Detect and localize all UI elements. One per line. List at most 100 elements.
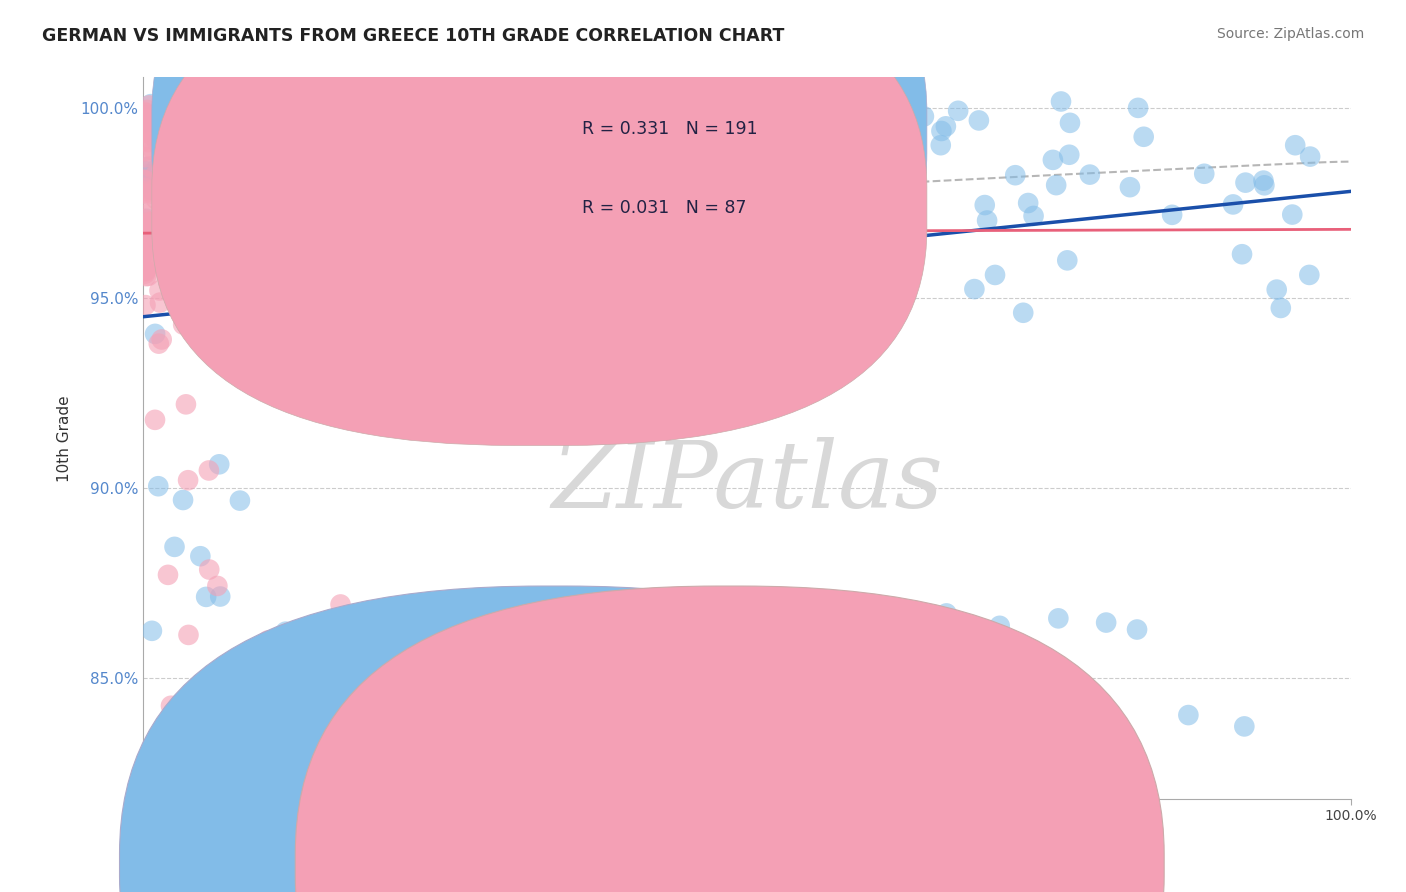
Point bbox=[530, 168, 553, 182]
Point bbox=[134, 112, 156, 126]
Point bbox=[141, 128, 163, 142]
Point bbox=[1022, 209, 1045, 223]
Point bbox=[298, 141, 321, 155]
Point bbox=[152, 219, 174, 234]
Point bbox=[134, 264, 156, 278]
Point bbox=[174, 397, 197, 411]
Point bbox=[153, 114, 176, 128]
Point bbox=[676, 220, 699, 235]
Point bbox=[195, 121, 218, 136]
FancyBboxPatch shape bbox=[152, 0, 927, 445]
Point bbox=[134, 216, 156, 230]
Point bbox=[134, 245, 156, 260]
Point bbox=[135, 260, 157, 275]
Point bbox=[190, 549, 212, 564]
Point bbox=[134, 186, 156, 201]
Y-axis label: 10th Grade: 10th Grade bbox=[58, 395, 72, 482]
Point bbox=[488, 231, 510, 245]
Point bbox=[174, 162, 197, 177]
Point bbox=[149, 295, 172, 310]
Point bbox=[285, 192, 308, 206]
Point bbox=[259, 204, 281, 219]
Point bbox=[724, 122, 747, 136]
Point bbox=[134, 267, 156, 281]
Point bbox=[184, 142, 207, 156]
Text: Immigrants from Greece: Immigrants from Greece bbox=[749, 858, 938, 872]
Point bbox=[169, 213, 191, 227]
Point bbox=[163, 126, 186, 140]
Point bbox=[169, 143, 191, 157]
Point bbox=[145, 127, 167, 141]
Text: ZIPatlas: ZIPatlas bbox=[551, 436, 943, 526]
Point bbox=[929, 138, 952, 153]
Point bbox=[134, 160, 156, 174]
Point bbox=[634, 236, 657, 251]
Point bbox=[967, 113, 990, 128]
Point bbox=[135, 241, 157, 255]
Point bbox=[963, 282, 986, 296]
Point bbox=[214, 144, 236, 158]
Point bbox=[212, 282, 235, 296]
Point bbox=[505, 126, 527, 140]
Point bbox=[935, 120, 957, 134]
Point bbox=[143, 413, 166, 427]
Point bbox=[678, 232, 700, 246]
Point bbox=[135, 219, 157, 234]
Point bbox=[186, 221, 208, 235]
Point bbox=[1270, 301, 1292, 315]
Point bbox=[537, 615, 560, 630]
Point bbox=[976, 213, 998, 227]
Point bbox=[912, 109, 935, 123]
Point bbox=[380, 229, 402, 244]
Point bbox=[184, 125, 207, 139]
Point bbox=[156, 190, 179, 204]
Point bbox=[163, 706, 186, 721]
Point bbox=[1056, 253, 1078, 268]
Point bbox=[229, 690, 252, 705]
Point bbox=[834, 691, 856, 706]
Point bbox=[456, 204, 478, 219]
Point bbox=[134, 113, 156, 128]
Point bbox=[257, 633, 280, 648]
Point bbox=[148, 284, 170, 298]
Point bbox=[329, 598, 352, 612]
Point bbox=[153, 228, 176, 243]
FancyBboxPatch shape bbox=[494, 95, 849, 244]
Point bbox=[141, 114, 163, 128]
Point bbox=[180, 302, 202, 317]
Point bbox=[1059, 147, 1081, 161]
Point bbox=[155, 177, 177, 191]
Point bbox=[1161, 208, 1184, 222]
Point bbox=[145, 240, 167, 254]
Point bbox=[156, 193, 179, 207]
FancyBboxPatch shape bbox=[152, 0, 927, 369]
Point bbox=[202, 120, 225, 135]
Point bbox=[132, 261, 155, 276]
Point bbox=[621, 150, 644, 164]
Point bbox=[134, 219, 156, 234]
Point bbox=[135, 222, 157, 236]
Point bbox=[142, 144, 165, 158]
Point bbox=[1126, 623, 1149, 637]
Point bbox=[643, 145, 665, 159]
Point bbox=[138, 215, 160, 229]
Point bbox=[316, 160, 339, 174]
Point bbox=[145, 162, 167, 177]
Point bbox=[167, 264, 190, 278]
Point bbox=[1253, 173, 1275, 187]
Point bbox=[238, 318, 260, 332]
Point bbox=[134, 169, 156, 184]
Point bbox=[134, 173, 156, 187]
Point bbox=[134, 124, 156, 138]
Point bbox=[160, 185, 183, 199]
Point bbox=[134, 181, 156, 195]
Point bbox=[152, 132, 174, 146]
Point bbox=[1119, 180, 1142, 194]
Point bbox=[138, 215, 160, 229]
Point bbox=[413, 199, 436, 213]
Point bbox=[136, 103, 159, 117]
Point bbox=[672, 136, 695, 150]
Point bbox=[132, 173, 155, 187]
Point bbox=[204, 227, 226, 242]
Point bbox=[145, 192, 167, 206]
